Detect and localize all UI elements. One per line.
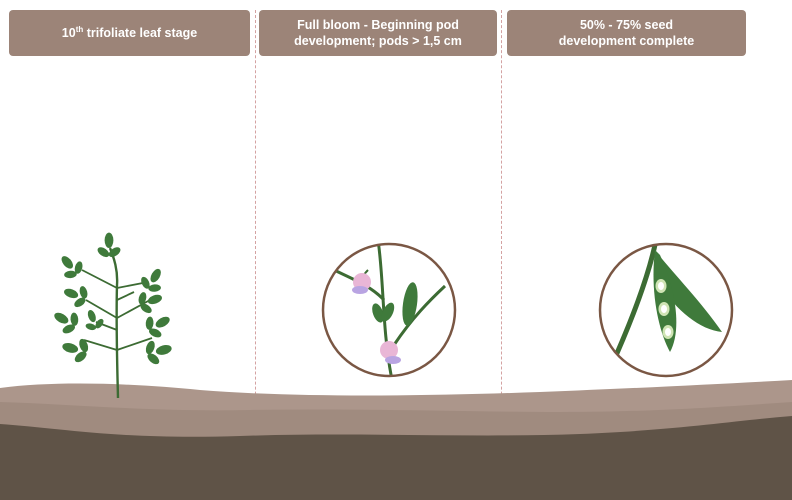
stage-header-2: Full bloom - Beginning pod development; … [259,10,497,56]
stage-divider-1 [255,10,256,480]
stage-2-label-line2: development; pods > 1,5 cm [294,34,462,48]
stage-3-label-line2: development complete [558,34,695,48]
stage-2-label-line1: Full bloom - Beginning pod [297,18,459,32]
soybean-plant-icon [48,232,176,399]
stage-divider-2 [501,10,502,480]
pod-closeup-icon [598,242,734,378]
stage-3-label-line1: 50% - 75% seed [579,18,674,32]
soil-deep-layer [0,416,792,500]
stage-header-3: 50% - 75% seed development complete [507,10,746,56]
flower-closeup-icon [321,242,457,378]
stage-1-label: 10th trifoliate leaf stage [61,24,198,40]
stage-header-1: 10th trifoliate leaf stage [9,10,250,56]
soil-ground [0,380,792,500]
